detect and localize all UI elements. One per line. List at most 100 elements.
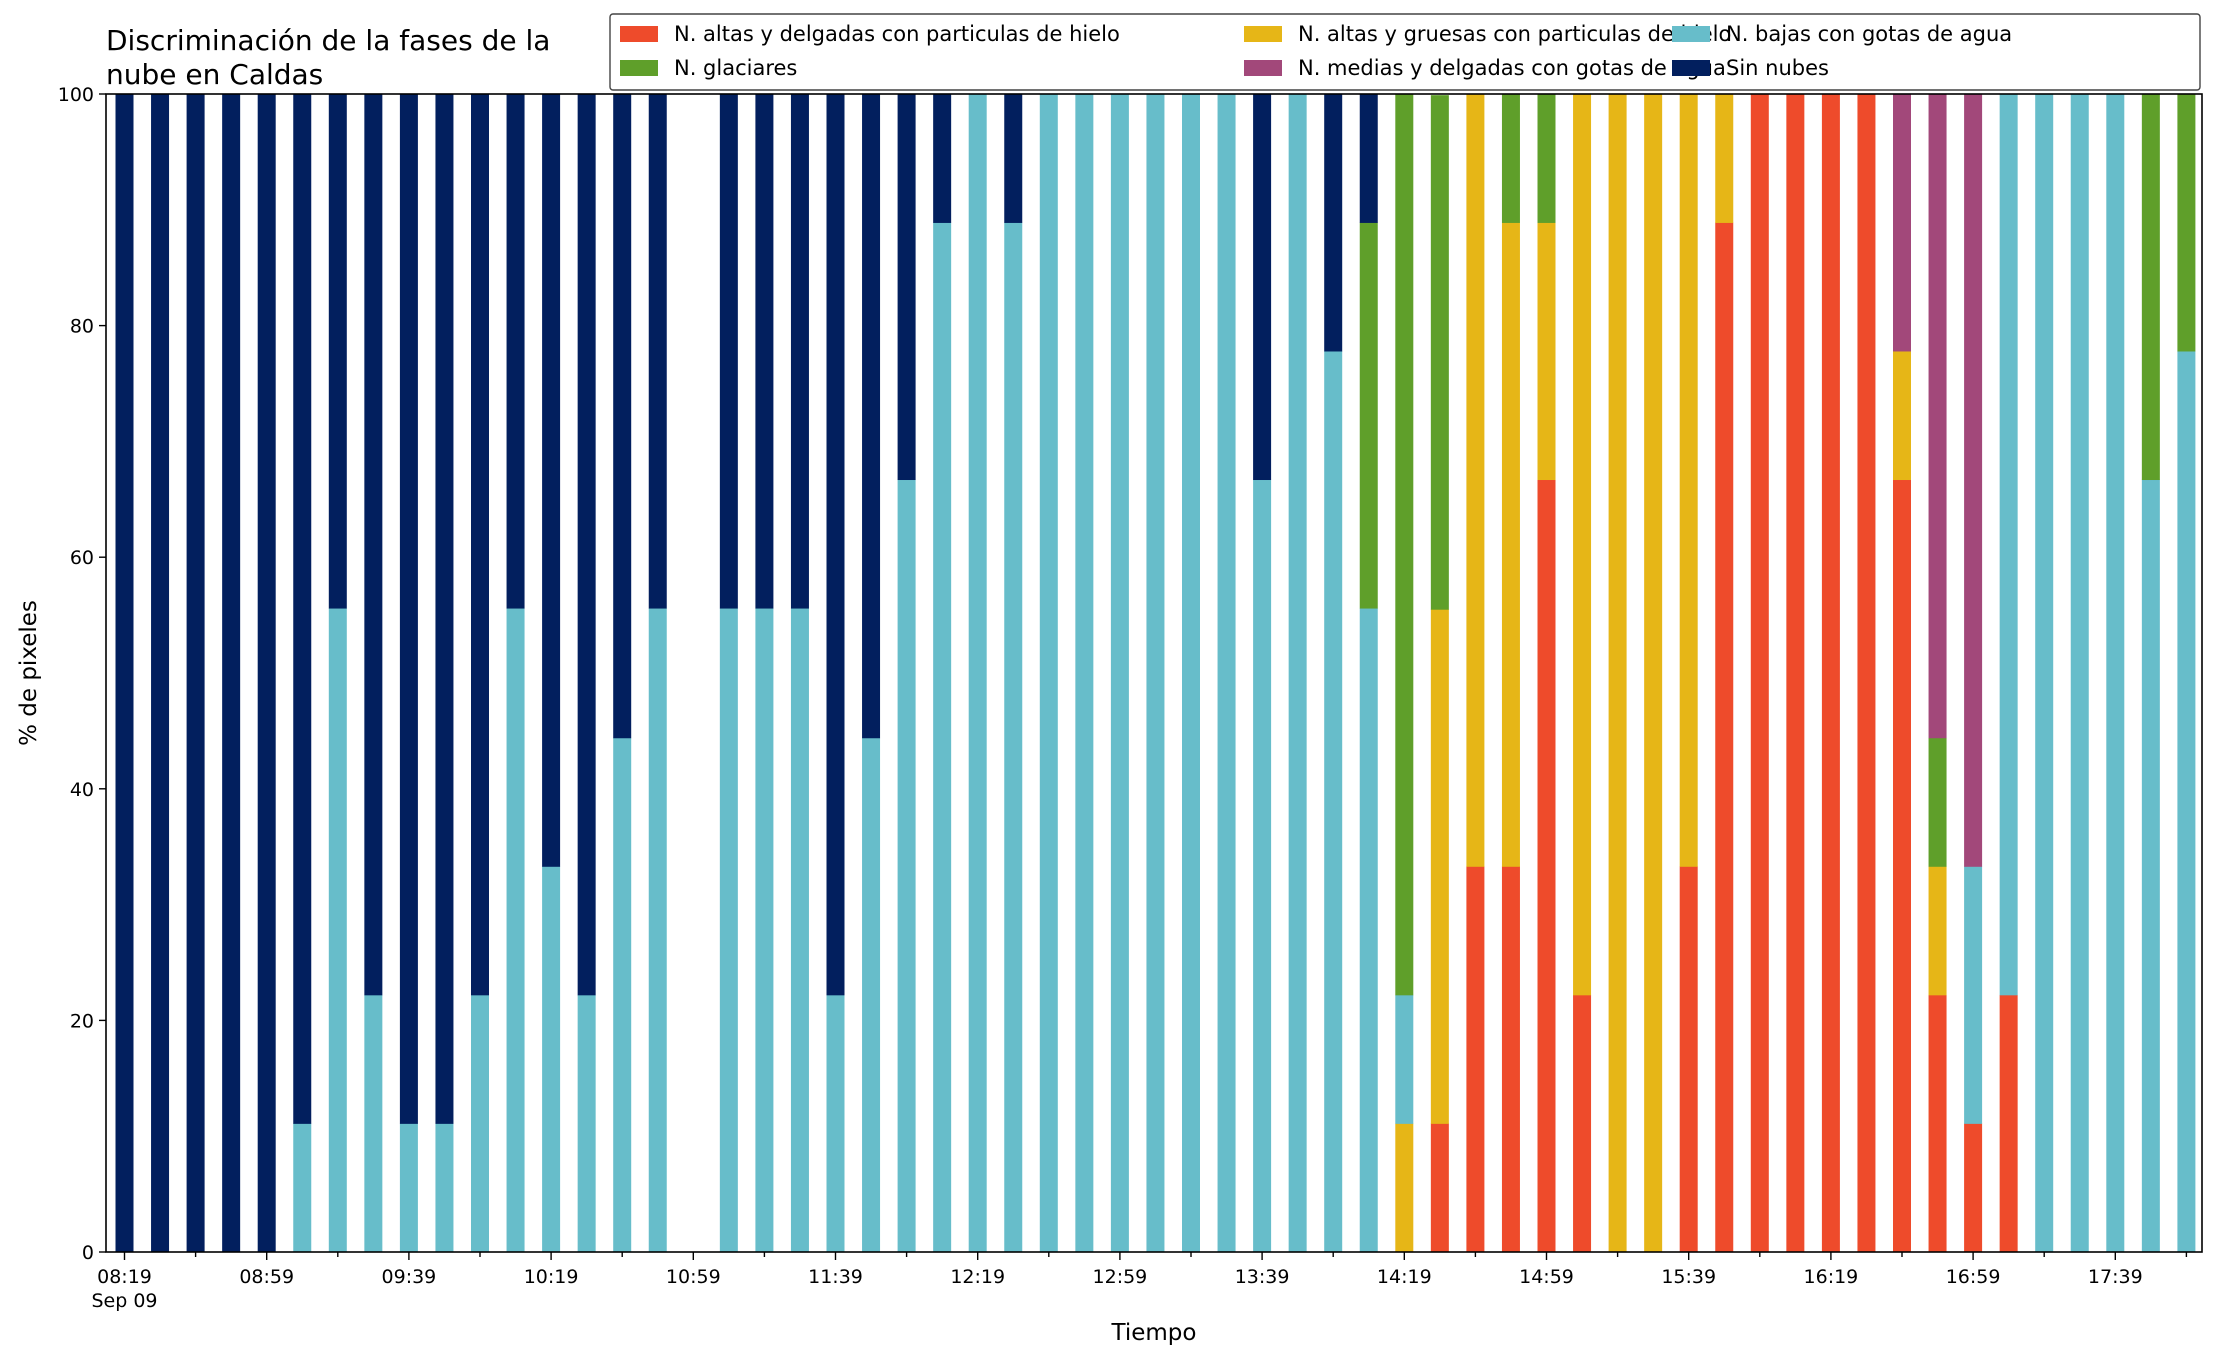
bar-segment [1039,94,1058,1253]
y-axis-label: % de pixeles [16,600,42,746]
bar-segment [897,479,916,1253]
bar-segment [2106,94,2125,1253]
legend-label: N. bajas con gotas de agua [1726,22,2012,46]
bar-segment [826,94,845,996]
bar-segment [613,737,632,1253]
x-tick-label: 10:19 [524,1266,579,1288]
x-tick-label: 14:19 [1377,1266,1432,1288]
bars-layer [115,94,2196,1253]
bar-segment [1893,94,1911,352]
bar-segment [1359,94,1378,223]
bar-segment [328,608,347,1253]
chart-title: Discriminación de la fases de la nube en… [106,24,550,91]
bar-segment [755,94,774,609]
x-tick-label: 08:59 [239,1266,294,1288]
legend-label: N. medias y delgadas con gotas de agua [1298,56,1726,80]
bar-segment [542,866,561,1253]
bar-segment [1537,479,1556,1253]
bar-segment [1501,94,1520,223]
bar-segment [1075,94,1094,1253]
bar-segment [1893,479,1911,1253]
bar-segment [719,94,738,609]
bar-segment [1110,94,1129,1253]
bar-segment [1004,222,1023,1253]
x-tick-label: 09:39 [382,1266,437,1288]
bar-segment [1146,94,1165,1253]
legend-label: N. altas y gruesas con particulas de hie… [1298,22,1731,46]
bar-segment [862,94,881,739]
legend-label: Sin nubes [1726,56,1829,80]
bar-segment [577,994,596,1253]
bar-segment [1928,737,1947,867]
bar-segment [1999,994,2018,1253]
bar-segment [1964,866,1983,1124]
bar-segment [506,94,525,609]
x-axis-label: Tiempo [1111,1320,1197,1346]
y-axis: 0 20 40 60 80 100 [58,84,106,1264]
x-tick-label: 12:19 [950,1266,1005,1288]
bar-segment [293,94,312,1124]
y-tick-label: 20 [70,1010,94,1032]
bar-segment [613,94,632,739]
bar-segment [2141,479,2160,1253]
x-tick-label: 14:59 [1519,1266,1574,1288]
bar-segment [1715,222,1734,1253]
bar-segment [790,608,809,1253]
bar-segment [1217,94,1236,1253]
bar-segment [1430,609,1449,1124]
bar-segment [1395,94,1414,996]
bar-segment [2177,94,2196,352]
bar-segment [1537,94,1556,223]
bar-segment [1430,95,1449,610]
legend-swatch [620,60,658,76]
bar-segment [1999,94,2018,996]
bar-segment [186,94,205,1253]
bar-segment [790,94,809,609]
legend-swatch [1672,26,1710,42]
bar-segment [1182,94,1200,1253]
bar-segment [293,1123,312,1253]
bar-segment [1786,94,1805,1253]
x-tick-label: 10:59 [666,1266,721,1288]
bar-segment [1004,94,1023,223]
bar-segment [1715,94,1734,223]
legend-swatch [620,26,658,42]
bar-segment [1359,608,1378,1253]
x-axis: 08:19 08:59 09:39 10:19 10:59 11:39 12:19 12:59… [91,1252,2188,1312]
chart-title-line-1: Discriminación de la fases de la [106,24,550,57]
plot-area [105,93,2203,1253]
bar-segment [506,608,525,1253]
bar-segment [2070,94,2089,1253]
bar-segment [435,94,454,1124]
bar-segment [2177,351,2196,1253]
bar-segment [435,1123,454,1253]
bar-segment [1750,94,1769,1253]
legend: N. altas y delgadas con particulas de hi… [609,13,2201,91]
bar-segment [1608,94,1627,1253]
bar-segment [1537,222,1556,481]
bar-segment [1964,1123,1983,1253]
bar-segment [826,994,845,1253]
y-tick-label: 0 [82,1242,94,1264]
y-tick-label: 60 [70,547,94,569]
bar-segment [1395,1123,1414,1253]
bar-segment [648,608,667,1253]
bar-segment [1928,866,1947,996]
bar-segment [2035,94,2054,1253]
bar-segment [755,608,774,1253]
bar-segment [933,94,952,223]
bar-segment [1324,351,1343,1253]
x-tick-label: 15:39 [1661,1266,1716,1288]
bar-segment [542,94,561,867]
bar-segment [933,222,952,1253]
bar-segment [1430,1123,1449,1253]
bar-segment [1501,222,1520,867]
bar-segment [1893,351,1911,481]
x-tick-label: 17:39 [2088,1266,2143,1288]
x-tick-label: 16:19 [1804,1266,1859,1288]
legend-swatch [1244,60,1282,76]
chart-title-line-2: nube en Caldas [106,58,323,91]
bar-segment [2141,94,2160,481]
bar-segment [115,94,134,1253]
